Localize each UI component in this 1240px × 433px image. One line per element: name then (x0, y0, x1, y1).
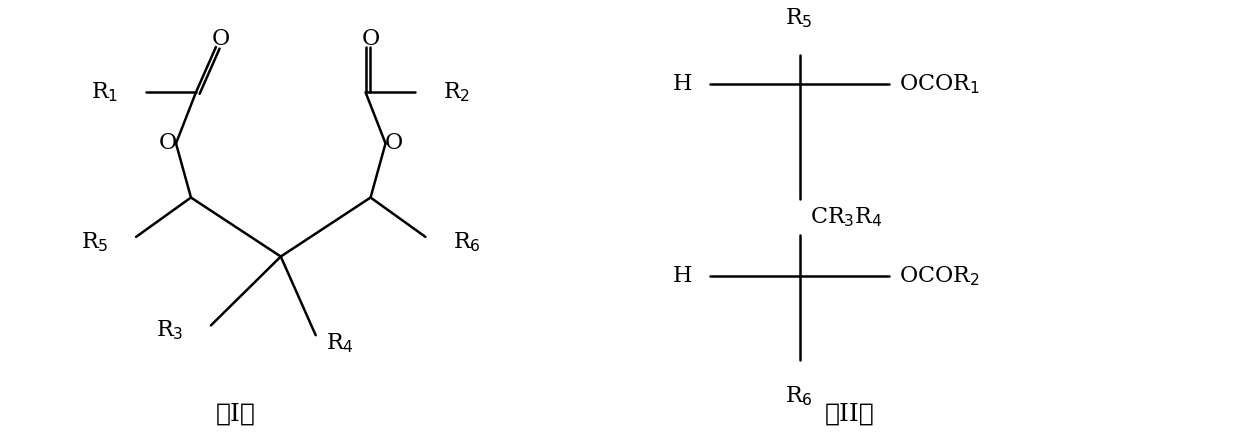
Text: R$_6$: R$_6$ (785, 385, 812, 408)
Text: R$_5$: R$_5$ (81, 230, 108, 254)
Text: R$_4$: R$_4$ (326, 331, 353, 355)
Text: O: O (361, 28, 379, 50)
Text: R$_5$: R$_5$ (785, 7, 812, 30)
Text: O: O (212, 28, 231, 50)
Text: OCOR$_1$: OCOR$_1$ (899, 73, 980, 96)
Text: H: H (672, 74, 692, 95)
Text: CR$_3$R$_4$: CR$_3$R$_4$ (810, 205, 882, 229)
Text: R$_1$: R$_1$ (91, 81, 118, 104)
Text: H: H (672, 265, 692, 287)
Text: O: O (159, 132, 177, 155)
Text: R$_2$: R$_2$ (444, 81, 471, 104)
Text: OCOR$_2$: OCOR$_2$ (899, 265, 980, 288)
Text: R$_6$: R$_6$ (454, 230, 481, 254)
Text: R$_3$: R$_3$ (155, 319, 184, 342)
Text: （I）: （I） (216, 402, 255, 425)
Text: （II）: （II） (825, 402, 874, 425)
Text: O: O (384, 132, 403, 155)
